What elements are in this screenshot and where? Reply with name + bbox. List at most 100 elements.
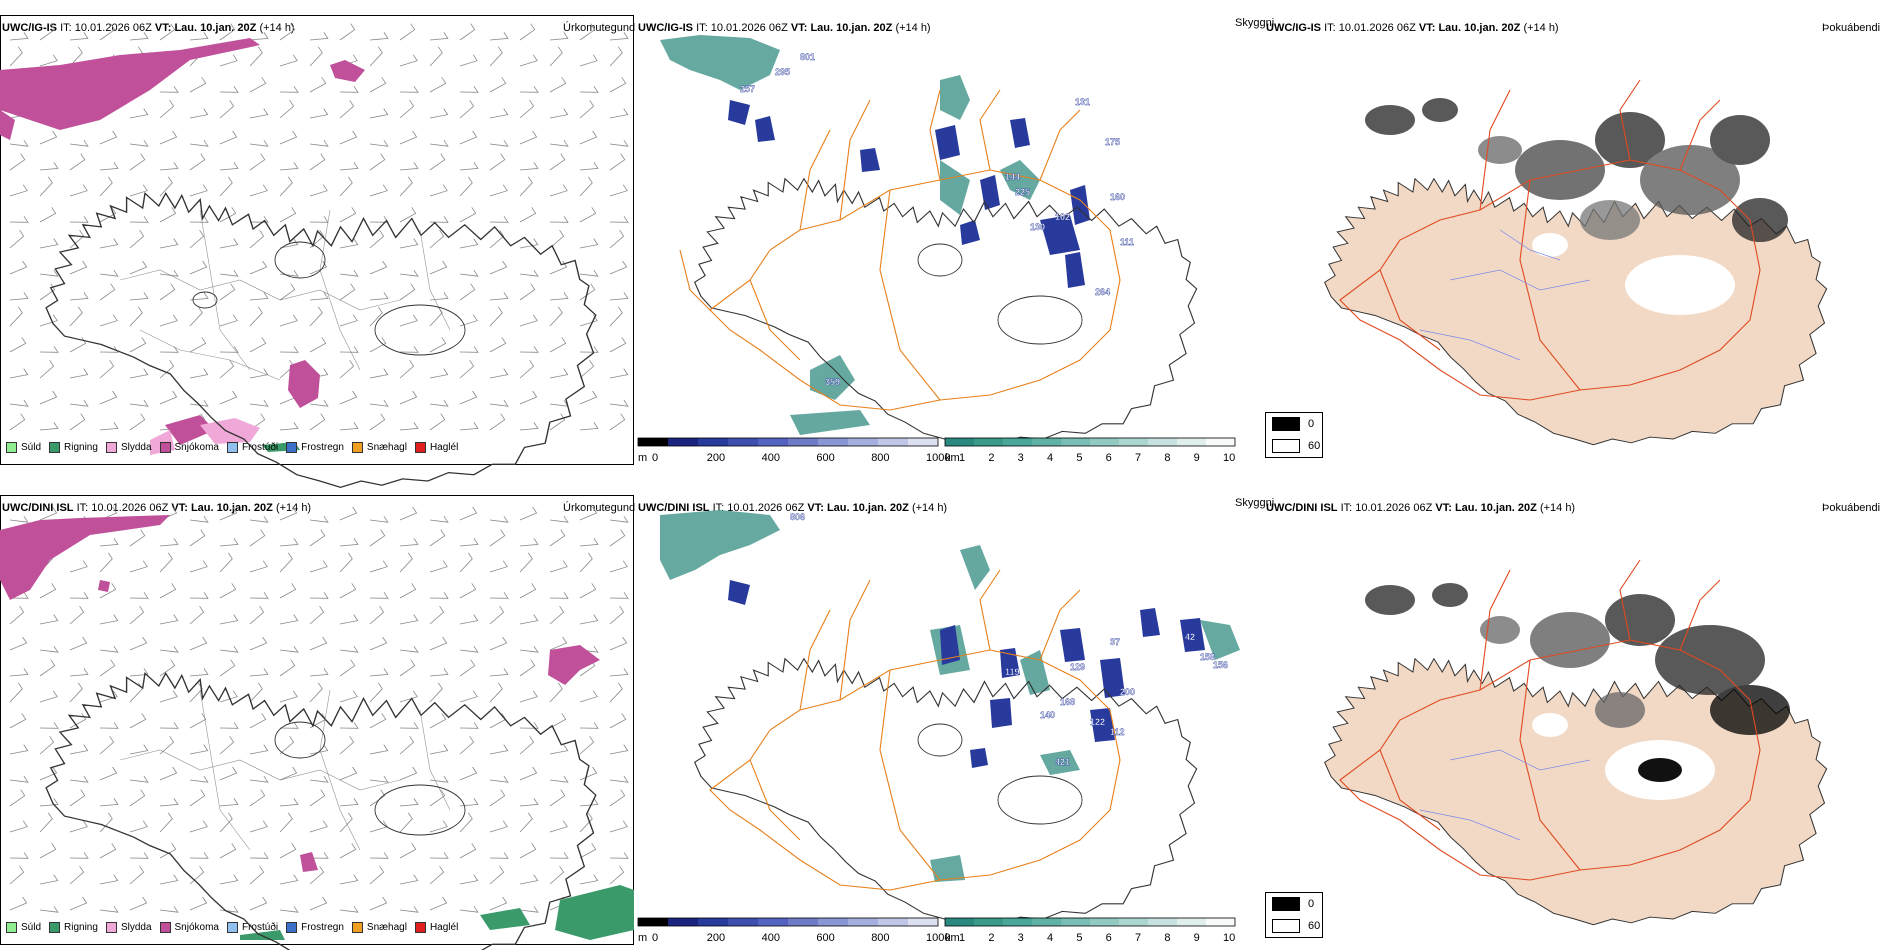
wind-barb bbox=[609, 292, 629, 301]
wind-barb bbox=[159, 645, 179, 653]
colorbar-tick: 800 bbox=[871, 452, 890, 464]
wind-barb bbox=[519, 645, 539, 653]
wind-barb bbox=[399, 798, 419, 807]
colorbar-tick: 2 bbox=[988, 932, 995, 944]
wind-barb bbox=[339, 798, 359, 807]
wind-barb bbox=[609, 515, 629, 523]
wind-barb bbox=[189, 260, 208, 275]
wind-barb bbox=[369, 896, 388, 911]
wind-barb bbox=[579, 690, 598, 703]
colorbar-tick: 0 bbox=[652, 452, 659, 464]
wind-barbs bbox=[9, 506, 629, 913]
wind-barb bbox=[219, 614, 239, 625]
wind-barb bbox=[39, 735, 55, 755]
wind-barb bbox=[219, 798, 239, 807]
wind-barb bbox=[609, 529, 626, 547]
wind-barb bbox=[189, 306, 203, 327]
wind-barb bbox=[219, 583, 237, 599]
wind-barb bbox=[99, 390, 118, 405]
wind-barb bbox=[489, 744, 509, 755]
legend-item: Snjókoma bbox=[159, 442, 219, 453]
vis-value-label: 421 bbox=[1055, 757, 1070, 767]
wind-barb bbox=[519, 843, 537, 859]
wind-barb bbox=[519, 905, 539, 913]
wind-barb bbox=[609, 139, 629, 147]
fog-shading bbox=[1365, 98, 1788, 242]
wind-barb bbox=[339, 238, 359, 249]
wind-barb bbox=[579, 614, 599, 625]
wind-barb bbox=[219, 843, 237, 859]
wind-barb bbox=[279, 207, 297, 223]
wind-barb bbox=[189, 32, 209, 41]
wind-barb bbox=[9, 852, 29, 859]
wind-barb bbox=[249, 399, 269, 407]
wind-barb bbox=[309, 775, 329, 783]
vis-value-label: 111 bbox=[1120, 237, 1134, 247]
wind-barb bbox=[609, 413, 626, 431]
panel-title: Úrkomutegund bbox=[563, 502, 636, 514]
wind-barb bbox=[279, 690, 298, 703]
wind-barb bbox=[189, 292, 209, 301]
wind-barb bbox=[39, 905, 59, 913]
wind-barb bbox=[189, 852, 209, 859]
wind-barb bbox=[339, 422, 359, 431]
wind-barb bbox=[489, 292, 509, 301]
legend-label: Rigning bbox=[64, 442, 98, 453]
wind-barb bbox=[339, 735, 355, 755]
wind-barb bbox=[579, 269, 599, 277]
colorbar-unit: km bbox=[945, 452, 960, 464]
colorbar-tick: 1000 bbox=[926, 452, 951, 464]
wind-barb bbox=[309, 852, 329, 859]
wind-barb bbox=[69, 46, 83, 67]
wind-barb bbox=[519, 269, 539, 277]
wind-barb bbox=[129, 668, 149, 677]
wind-barb bbox=[609, 713, 627, 729]
wind-barb bbox=[129, 139, 149, 147]
wind-barb bbox=[99, 359, 115, 379]
wind-barb bbox=[309, 605, 325, 625]
wind-barb bbox=[9, 515, 29, 523]
wind-barb bbox=[279, 422, 299, 431]
wind-barb bbox=[429, 636, 448, 651]
wind-barb bbox=[489, 560, 508, 573]
wind-barb bbox=[369, 184, 388, 197]
wind-barb bbox=[369, 713, 387, 729]
map-frame bbox=[0, 15, 634, 465]
wind-barb bbox=[249, 153, 266, 171]
wind-barb bbox=[429, 560, 448, 573]
legend-label: Súld bbox=[21, 442, 42, 453]
wind-barb bbox=[459, 314, 478, 327]
wind-barb bbox=[279, 86, 299, 93]
wind-barb bbox=[309, 865, 325, 885]
wind-barb bbox=[9, 682, 23, 703]
wind-barb bbox=[399, 538, 419, 547]
wind-barb bbox=[9, 139, 29, 147]
wind-barb bbox=[189, 668, 209, 677]
wind-barb bbox=[39, 812, 53, 833]
wind-barb bbox=[279, 238, 299, 249]
panel-header: UWC/DINI ISL IT: 10.01.2026 06Z VT: Lau.… bbox=[638, 502, 948, 514]
colorbar-tick: 4 bbox=[1047, 932, 1054, 944]
legend-label: Snjókoma bbox=[174, 442, 219, 453]
precip-map-row2 bbox=[0, 506, 634, 950]
wind-barb bbox=[489, 77, 507, 93]
wind-barb bbox=[39, 238, 59, 249]
wind-barb bbox=[399, 23, 416, 41]
wind-barb bbox=[369, 139, 389, 147]
model-name: UWC/IG-IS bbox=[2, 22, 57, 34]
wind-barb bbox=[549, 46, 563, 67]
wind-barb bbox=[519, 314, 538, 327]
wind-barb bbox=[39, 23, 56, 41]
wind-barb bbox=[39, 269, 59, 277]
wind-barb bbox=[9, 184, 28, 197]
legend-item: Frostregn bbox=[286, 442, 344, 453]
wind-barb bbox=[9, 368, 29, 379]
wind-barb bbox=[459, 359, 475, 379]
wind-barb bbox=[609, 682, 623, 703]
wind-barb bbox=[39, 722, 59, 729]
wind-barb bbox=[399, 614, 419, 625]
wind-barb bbox=[519, 176, 533, 197]
legend-label: Slydda bbox=[120, 442, 152, 453]
wind-barb bbox=[549, 229, 565, 249]
wind-barb bbox=[519, 207, 537, 223]
